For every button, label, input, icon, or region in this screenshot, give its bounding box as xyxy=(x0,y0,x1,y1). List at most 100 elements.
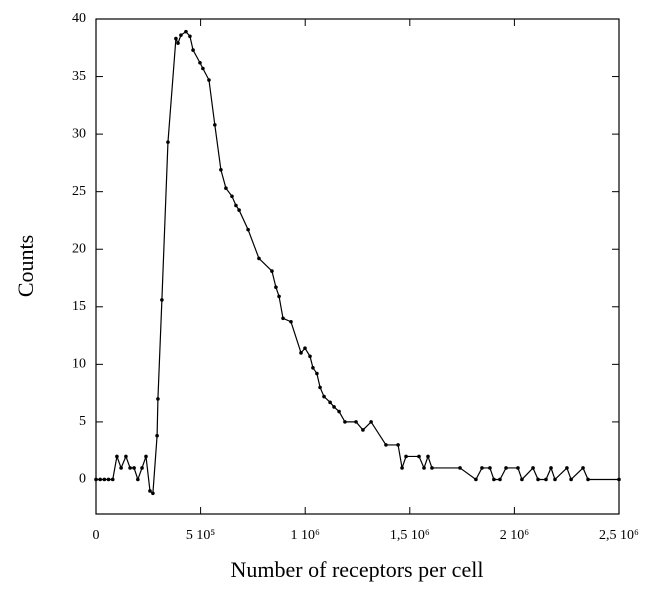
data-point xyxy=(354,420,358,424)
data-point xyxy=(400,466,404,470)
data-point xyxy=(106,477,111,482)
data-point xyxy=(520,477,524,482)
x-tick-label: 2 10⁶ xyxy=(500,528,530,543)
data-point xyxy=(234,203,238,208)
data-point xyxy=(458,466,462,470)
data-point xyxy=(207,78,211,82)
y-tick-label: 5 xyxy=(79,414,86,429)
y-tick-label: 0 xyxy=(79,472,86,487)
data-point xyxy=(544,477,548,482)
data-point xyxy=(289,319,293,324)
data-point xyxy=(343,420,347,424)
y-tick-label: 40 xyxy=(72,11,86,26)
data-line xyxy=(96,30,619,495)
data-point xyxy=(498,477,502,482)
data-point xyxy=(308,354,312,359)
x-axis-title: Number of receptors per cell xyxy=(231,557,484,582)
data-point xyxy=(516,466,520,470)
data-point xyxy=(230,194,234,199)
data-point xyxy=(504,466,508,470)
data-point xyxy=(128,466,132,470)
data-point xyxy=(404,454,408,459)
data-point xyxy=(322,394,326,399)
y-tick-label: 25 xyxy=(72,184,86,199)
data-point xyxy=(361,428,365,432)
data-point xyxy=(531,466,535,470)
data-point xyxy=(315,371,319,376)
data-point xyxy=(201,66,205,71)
data-point xyxy=(299,351,303,355)
x-tick-label: 2,5 10⁶ xyxy=(599,528,639,543)
data-point xyxy=(140,466,144,470)
data-point xyxy=(257,256,261,261)
data-point xyxy=(311,366,315,370)
data-point xyxy=(155,433,159,438)
data-point xyxy=(384,443,388,447)
data-point xyxy=(332,405,336,409)
y-tick-label: 10 xyxy=(72,357,86,372)
data-point xyxy=(94,477,98,482)
data-point xyxy=(166,140,170,144)
x-tick-label: 1 10⁶ xyxy=(291,528,321,543)
x-tick-label: 1,5 10⁶ xyxy=(390,528,430,543)
data-point xyxy=(119,466,123,470)
y-tick-label: 35 xyxy=(72,69,86,84)
data-point xyxy=(237,208,241,212)
data-point xyxy=(132,466,136,470)
data-point xyxy=(549,466,553,470)
x-tick-label: 0 xyxy=(93,528,100,543)
data-point xyxy=(430,466,434,470)
data-point xyxy=(188,34,192,39)
data-point xyxy=(318,385,322,390)
data-point xyxy=(492,477,496,482)
data-point xyxy=(213,123,217,127)
data-point xyxy=(219,168,223,172)
data-point xyxy=(586,477,590,482)
data-point xyxy=(124,454,128,459)
data-point xyxy=(480,466,484,470)
data-point xyxy=(417,454,421,459)
data-point xyxy=(617,477,621,482)
y-tick-label: 15 xyxy=(72,299,86,314)
data-point xyxy=(160,298,164,302)
data-point xyxy=(176,41,180,45)
data-point xyxy=(277,294,281,299)
data-point xyxy=(569,477,573,482)
x-tick-label: 5 10⁵ xyxy=(186,528,216,543)
plot-frame xyxy=(95,18,620,515)
data-point xyxy=(426,454,430,459)
data-point xyxy=(270,269,274,273)
data-point xyxy=(98,477,102,482)
data-point xyxy=(488,466,492,470)
data-point xyxy=(303,346,307,351)
data-point xyxy=(422,466,426,470)
data-point xyxy=(136,477,140,482)
data-point xyxy=(246,227,250,232)
data-point xyxy=(184,29,188,34)
data-point xyxy=(328,400,332,405)
data-point xyxy=(102,477,107,482)
y-axis-title: Counts xyxy=(13,235,38,297)
data-point xyxy=(536,477,540,482)
data-point xyxy=(581,466,585,470)
data-point xyxy=(179,33,183,37)
data-point xyxy=(115,454,119,459)
data-point xyxy=(553,477,557,482)
data-point xyxy=(110,477,115,482)
data-point xyxy=(224,186,228,191)
data-point xyxy=(156,397,160,401)
data-point xyxy=(337,409,341,414)
y-tick-label: 20 xyxy=(72,241,86,256)
data-point xyxy=(274,285,278,290)
data-point xyxy=(151,491,155,496)
data-point xyxy=(174,36,178,41)
data-point xyxy=(474,477,478,482)
data-point xyxy=(191,48,195,52)
data-point xyxy=(281,316,285,321)
data-point xyxy=(144,454,148,459)
y-tick-label: 30 xyxy=(72,126,86,141)
data-point xyxy=(396,443,400,447)
data-point xyxy=(148,489,152,493)
